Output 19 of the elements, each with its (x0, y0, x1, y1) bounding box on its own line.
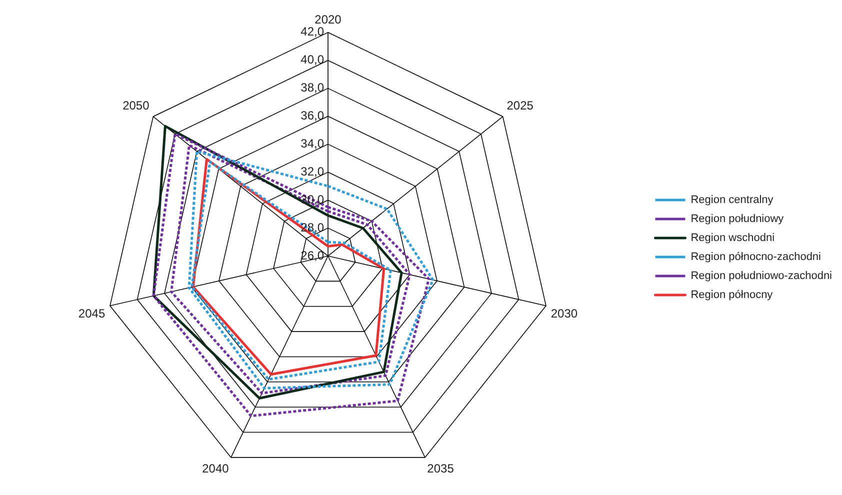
spoke-label: 2020 (314, 12, 342, 27)
spoke-label: 2040 (202, 461, 230, 476)
legend-label: Region centralny (690, 194, 774, 206)
spoke-label: 2045 (78, 306, 106, 320)
legend-label: Region północny (690, 289, 774, 302)
legend-label: Region południowy (690, 213, 784, 226)
legend-label: Region północno-zachodni (690, 251, 821, 264)
y-tick-label: 34,0 (300, 136, 324, 151)
y-tick-label: 42,0 (300, 24, 324, 39)
spoke-label: 2030 (550, 306, 578, 320)
y-tick-label: 36,0 (300, 108, 324, 123)
legend-label: Region wschodni (690, 232, 775, 244)
y-tick-label: 32,0 (300, 164, 324, 178)
spoke-label: 2035 (427, 461, 454, 476)
y-tick-label: 40,0 (300, 52, 324, 67)
spoke-label: 2025 (506, 98, 534, 113)
spoke-label: 2050 (122, 98, 150, 113)
legend-label: Region południowo-zachodni (690, 270, 832, 282)
y-tick-label: 38,0 (300, 80, 324, 95)
